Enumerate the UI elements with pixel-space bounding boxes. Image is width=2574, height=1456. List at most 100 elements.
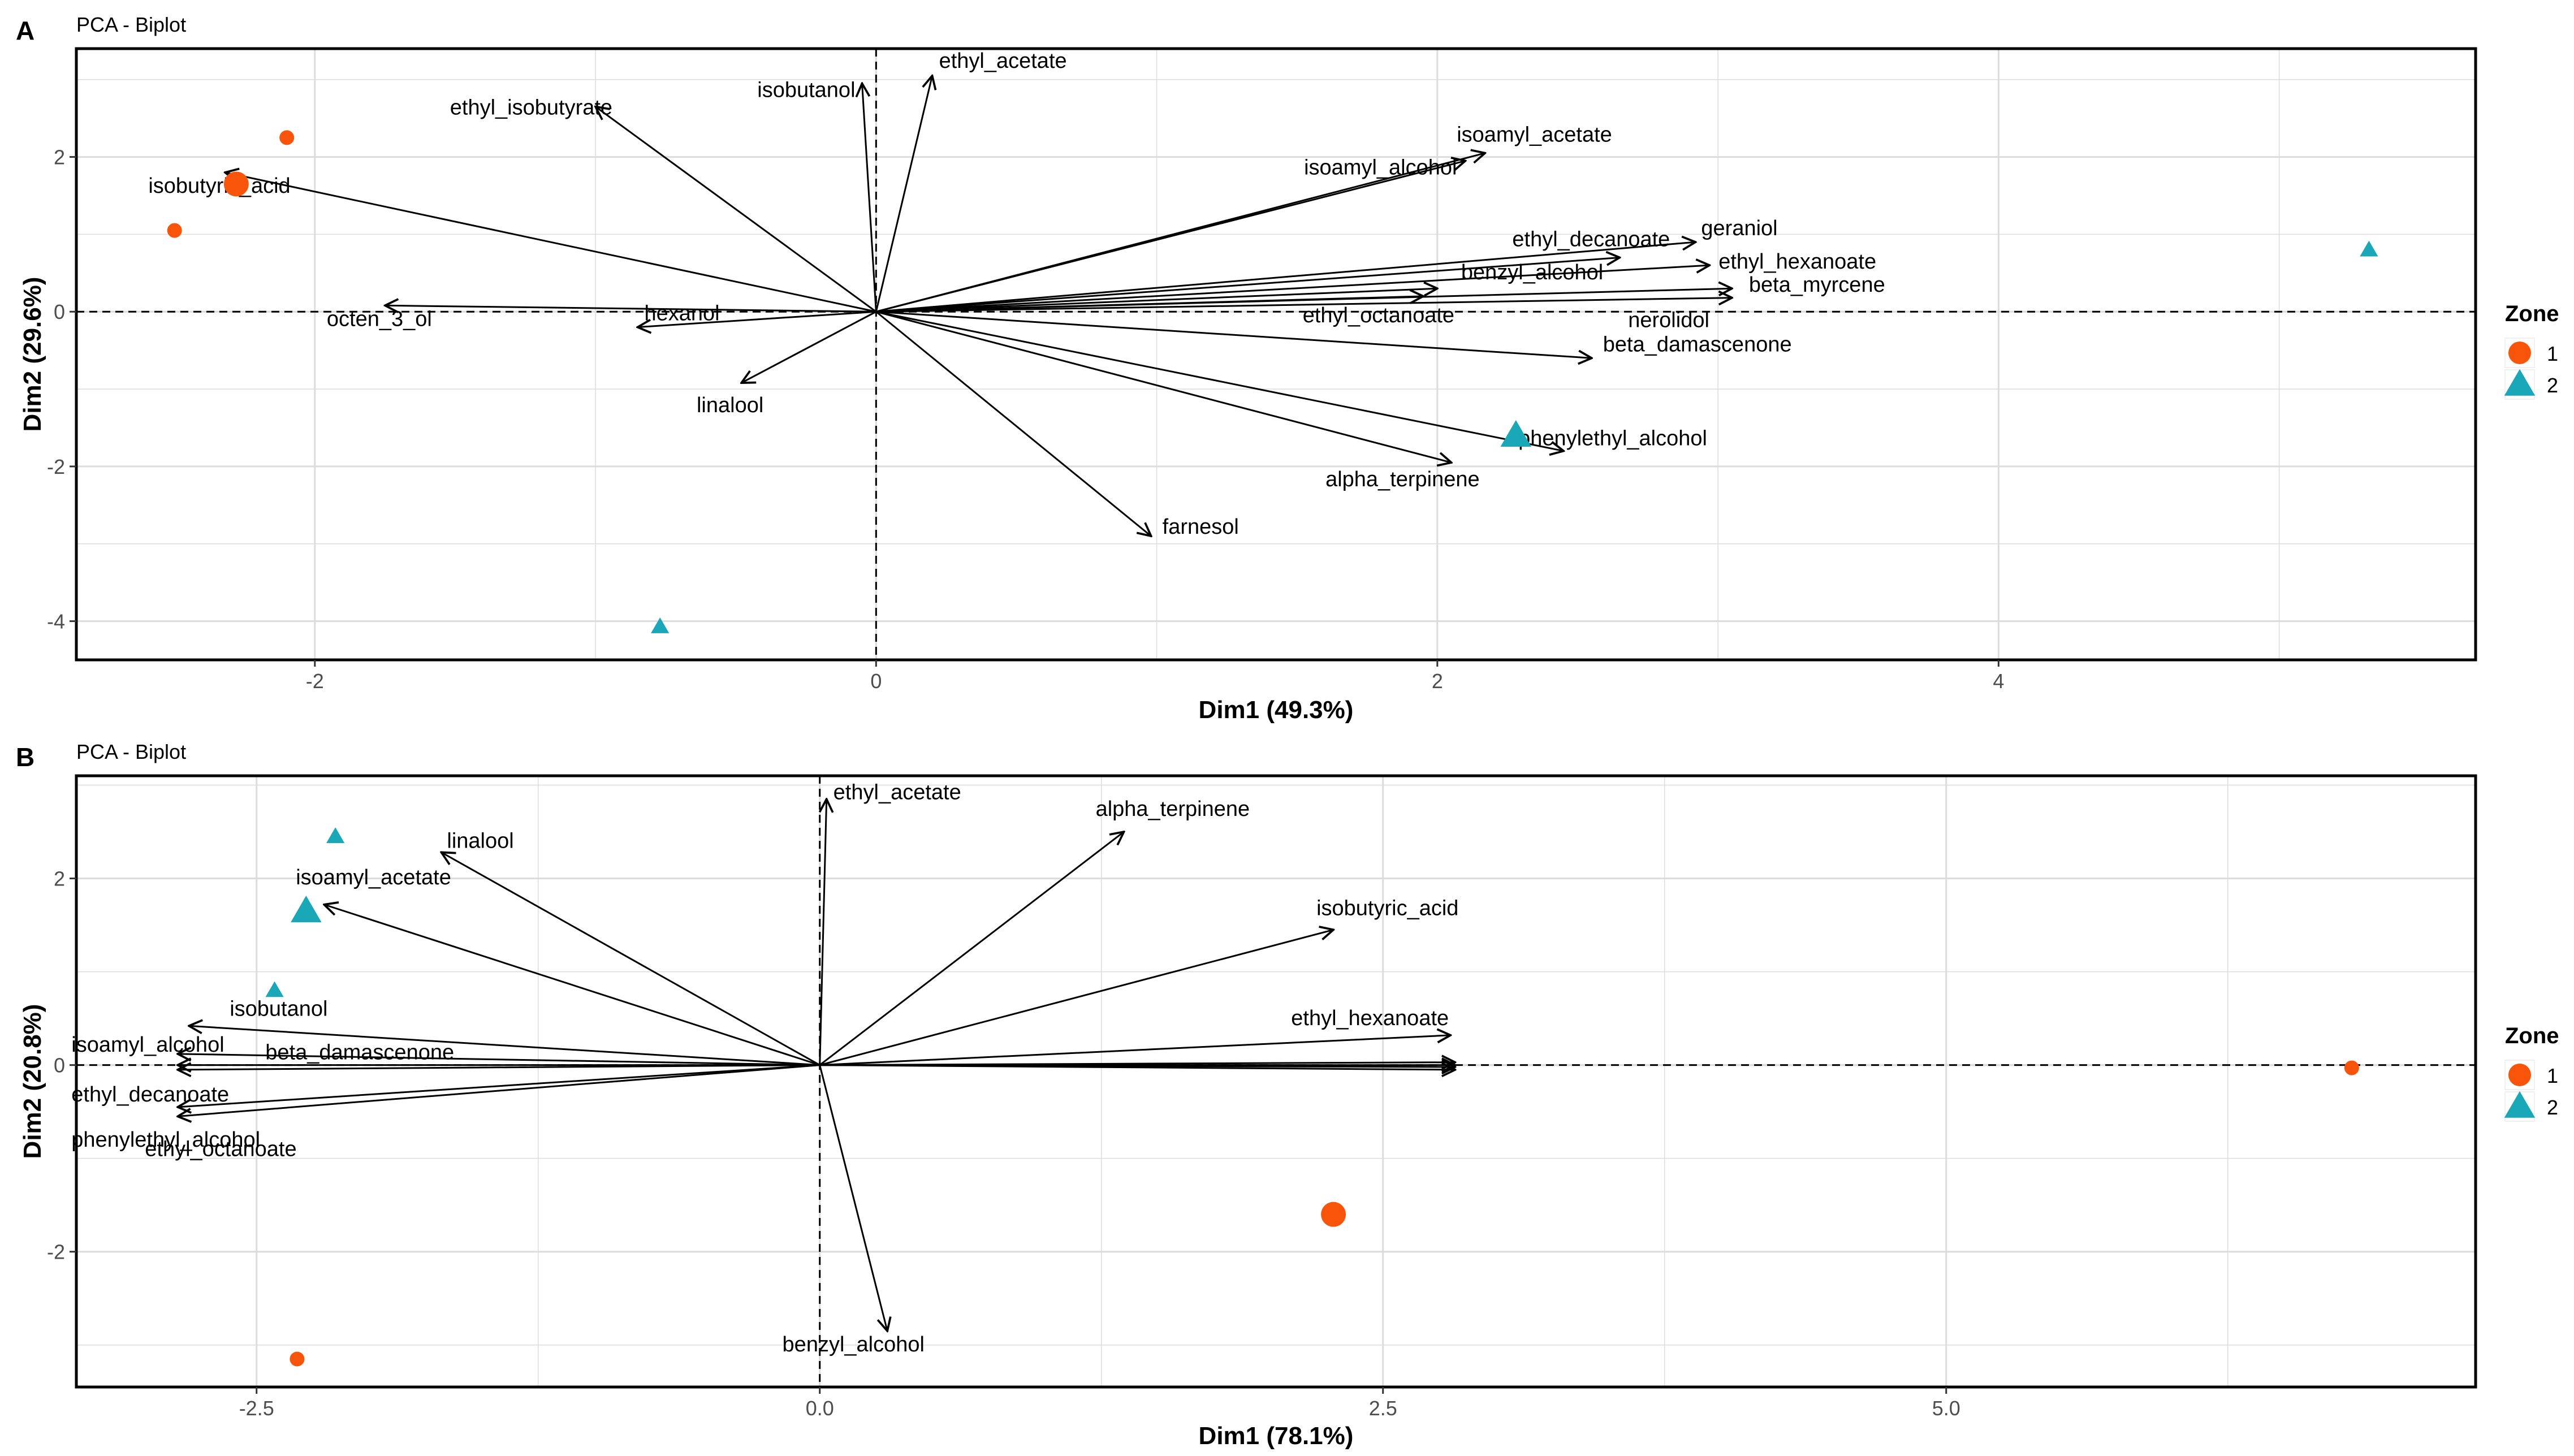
panel-a-xlabel: Dim1 (49.3%) <box>1199 696 1354 724</box>
panel-a-xtick-label: 4 <box>1993 669 2004 693</box>
panel-b-label-ethyl-hexanoate: ethyl_hexanoate <box>1291 1006 1449 1030</box>
panel-b-legend-marker-zone1 <box>2508 1064 2531 1086</box>
panel-b-xtick-label: 5.0 <box>1932 1397 1960 1420</box>
panel-b-plot-frame <box>75 774 2477 1389</box>
panel-a-label-geraniol: geraniol <box>1701 217 1777 240</box>
panel-a-xtick-label: 0 <box>870 669 882 693</box>
panel-b-xtick-label: 2.5 <box>1369 1397 1397 1420</box>
panel-a-arrow-octen-3-ol <box>385 305 876 312</box>
panel-a-legend-label-zone1: 1 <box>2547 342 2558 365</box>
panel-b-arrow-ethyl-hexanoate <box>819 1035 1451 1066</box>
panel-b-label-isoamyl-acetate: isoamyl_acetate <box>296 866 451 889</box>
panel-b-ytick-label: -2 <box>47 1241 65 1264</box>
panel-a-ytick-label: 0 <box>54 300 65 323</box>
panel-a-label-beta-myrcene: beta_myrcene <box>1749 273 1885 297</box>
panel-b-arrow-isobutanol <box>189 1026 820 1066</box>
panel-b-xlabel: Dim1 (78.1%) <box>1199 1422 1354 1450</box>
panel-b-letter: B <box>16 742 34 772</box>
panel-b-label-ethyl-decanoate: ethyl_decanoate <box>71 1083 229 1107</box>
panel-a-legend-label-zone2: 2 <box>2547 374 2558 397</box>
panel-b-label-ethyl-octanoate: ethyl_octanoate <box>145 1137 296 1161</box>
panel-a-arrow-phenylethyl-alcohol <box>876 310 1564 451</box>
panel-b-legend-label-zone1: 1 <box>2547 1064 2558 1087</box>
panel-a-arrow-isobutanol <box>862 84 877 312</box>
panel-a-xtick-label: -2 <box>306 669 324 693</box>
panel-b-xtick-label: -2.5 <box>239 1397 274 1420</box>
panel-a-arrow-ethyl-decanoate <box>876 257 1619 313</box>
panel-b-legend-title: Zone <box>2505 1023 2559 1048</box>
panel-b-arrow-ethyl-acetate <box>820 799 827 1065</box>
panel-b-centroid-zone1 <box>1321 1202 1346 1227</box>
panel-b-ytick-label: 0 <box>54 1054 65 1077</box>
panel-b-label-ethyl-acetate: ethyl_acetate <box>833 780 961 804</box>
panel-b-label-beta-damascenone: beta_damascenone <box>265 1041 454 1065</box>
panel-a-letter: A <box>16 16 34 45</box>
panel-a-label-isoamyl-alcohol: isoamyl_alcohol <box>1304 155 1457 179</box>
panel-a-arrow-geraniol <box>876 242 1695 313</box>
panel-b-ytick-label: 2 <box>54 867 65 891</box>
panel-a-label-beta-damascenone: beta_damascenone <box>1603 332 1792 356</box>
panel-b-arrow-isoamyl-acetate <box>324 905 820 1066</box>
panel-a-label-isoamyl-acetate: isoamyl_acetate <box>1457 123 1612 147</box>
panel-a-point-zone1 <box>167 223 182 238</box>
panel-b-label-isobutanol: isobutanol <box>230 997 327 1021</box>
panel-b-label-alpha-terpinene: alpha_terpinene <box>1096 797 1250 821</box>
panel-a-ytick-label: 2 <box>54 146 65 169</box>
panel-a-label-phenylethyl-alcohol: phenylethyl_alcohol <box>1518 427 1707 451</box>
panel-a-arrow-isoamyl-alcohol <box>875 161 1465 313</box>
panel-b-arrow-phenylethyl-alcohol <box>178 1064 820 1107</box>
panel-a-label-ethyl-octanoate: ethyl_octanoate <box>1303 304 1454 327</box>
panel-a-label-linalool: linalool <box>697 394 763 417</box>
panel-a-plot-frame <box>75 47 2477 662</box>
panel-a-arrow-hexanol <box>638 310 876 327</box>
panel-a-point-zone2 <box>651 617 670 633</box>
panel-a-arrow-nerolidol <box>876 298 1732 313</box>
panel-b-arrow-linalool <box>441 852 820 1066</box>
panel-b-point-zone2 <box>265 981 284 997</box>
panel-a-arrow-ethyl-isobutyrate <box>595 107 877 313</box>
panel-a-label-ethyl-decanoate: ethyl_decanoate <box>1512 227 1670 251</box>
panel-a-arrow-beta-damascenone <box>876 310 1591 358</box>
panel-b-arrow-nerolidol <box>819 1065 1455 1070</box>
panel-b-point-zone2 <box>326 827 345 843</box>
panel-b-label-phenylethyl-alcohol: phenylethyl_alcohol <box>71 1128 260 1152</box>
panel-b-ylabel: Dim2 (20.8%) <box>19 1004 46 1159</box>
panel-a-arrow-ethyl-octanoate <box>876 296 1423 313</box>
panel-b-label-benzyl-alcohol: benzyl_alcohol <box>783 1333 925 1356</box>
panel-a-legend-marker-zone1 <box>2508 342 2531 364</box>
panel-b-arrow-alpha-terpinene <box>819 832 1124 1066</box>
panel-a-label-nerolidol: nerolidol <box>1628 309 1709 332</box>
panel-a-ytick-label: -4 <box>47 610 65 633</box>
panel-a-label-ethyl-acetate: ethyl_acetate <box>939 49 1067 73</box>
panel-b-centroid-zone2 <box>291 896 322 923</box>
panel-a-label-isobutanol: isobutanol <box>757 79 855 102</box>
panel-a-label-ethyl-hexanoate: ethyl_hexanoate <box>1718 250 1876 274</box>
panel-a-label-farnesol: farnesol <box>1163 515 1239 539</box>
panel-b-arrow-isobutyric-acid <box>819 930 1333 1066</box>
panel-a-ytick-label: -2 <box>47 455 65 478</box>
panel-a-label-alpha-terpinene: alpha_terpinene <box>1325 468 1480 491</box>
panel-a-arrow-isobutyric-acid <box>225 172 876 313</box>
panel-b-arrow-farnesol <box>819 1062 1455 1065</box>
panel-b-label-isoamyl-alcohol: isoamyl_alcohol <box>71 1033 224 1057</box>
panel-b-arrow-isoamyl-alcohol <box>178 1054 820 1066</box>
panel-a-point-zone2 <box>2360 240 2378 257</box>
panel-a-centroid-zone2 <box>1500 420 1532 447</box>
panel-b-point-zone1 <box>290 1351 305 1367</box>
panel-a-xtick-label: 2 <box>1432 669 1443 693</box>
panel-a-ylabel: Dim2 (29.6%) <box>19 277 46 432</box>
panel-a-label-octen-3-ol: octen_3_ol <box>327 307 432 331</box>
panel-a-arrow-linalool <box>741 310 877 383</box>
panel-b-label-linalool: linalool <box>447 829 513 853</box>
panel-b-arrow-ethyl-decanoate <box>178 1065 820 1070</box>
panel-a-point-zone1 <box>279 130 295 145</box>
panel-b-arrow-benzyl-alcohol <box>819 1065 888 1331</box>
panel-a-legend-title: Zone <box>2505 301 2559 326</box>
panel-b-arrow-ethyl-octanoate <box>178 1064 820 1117</box>
panel-b-legend-label-zone2: 2 <box>2547 1096 2558 1119</box>
panel-b-legend-marker-zone2 <box>2504 1091 2536 1118</box>
panel-b-label-isobutyric-acid: isobutyric_acid <box>1316 896 1458 920</box>
panel-a-arrow-ethyl-acetate <box>875 76 932 312</box>
